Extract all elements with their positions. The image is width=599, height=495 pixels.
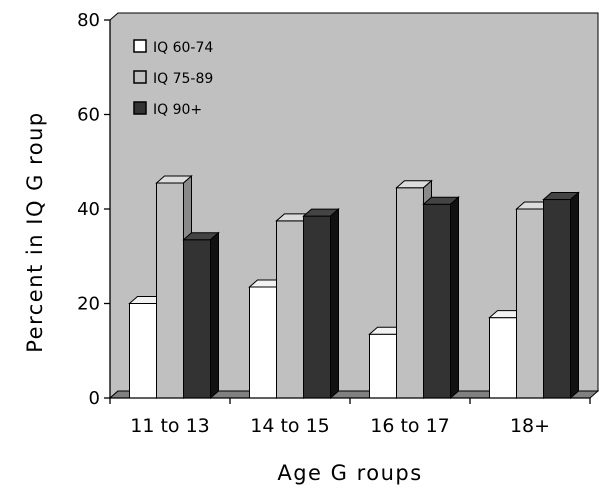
bars (128, 174, 580, 400)
bar-front (369, 333, 397, 399)
bar-front (543, 199, 571, 399)
legend-label: IQ 75-89 (153, 71, 213, 87)
bar (182, 231, 220, 400)
bar (542, 191, 580, 400)
y-tick-label: 20 (77, 294, 100, 315)
legend-swatch (133, 101, 147, 115)
legend-swatch (133, 39, 147, 53)
bar-front (423, 203, 451, 399)
bar (422, 196, 460, 400)
x-tick-label: 14 to 15 (250, 415, 330, 437)
bar-front (489, 317, 517, 399)
legend-swatch (133, 70, 147, 84)
y-tick-label: 80 (77, 10, 100, 31)
bar-front (156, 182, 184, 399)
x-tick-label: 18+ (510, 415, 550, 437)
bar-front (249, 286, 277, 399)
bar-front (183, 239, 211, 399)
bar-front (276, 220, 304, 399)
legend-item: IQ 75-89 (133, 70, 213, 87)
x-tick-label: 11 to 13 (130, 415, 210, 437)
bar-front (129, 303, 157, 399)
y-tick-label: 0 (89, 388, 100, 409)
x-tick-label: 16 to 17 (370, 415, 450, 437)
legend: IQ 60-74 IQ 75-89 IQ 90+ (133, 39, 213, 118)
bar-front (396, 187, 424, 399)
bar-front (516, 208, 544, 399)
bar-front (303, 215, 331, 399)
y-tick-label: 40 (77, 199, 100, 220)
axes: 0 20 40 60 80 11 to 13 14 to 15 16 to 17 18+ (77, 10, 591, 437)
legend-item: IQ 90+ (133, 101, 202, 118)
legend-label: IQ 90+ (153, 102, 202, 118)
bar-side (450, 196, 459, 400)
legend-item: IQ 60-74 (133, 39, 213, 56)
y-axis-title: Percent in IQ G roup (23, 111, 47, 353)
bar-side (570, 191, 579, 400)
bar (302, 207, 340, 400)
x-axis-title: Age G roups (277, 461, 422, 485)
y-tick-label: 60 (77, 105, 100, 126)
bar-side (330, 207, 339, 400)
legend-label: IQ 60-74 (153, 40, 213, 56)
bar-side (210, 231, 219, 400)
